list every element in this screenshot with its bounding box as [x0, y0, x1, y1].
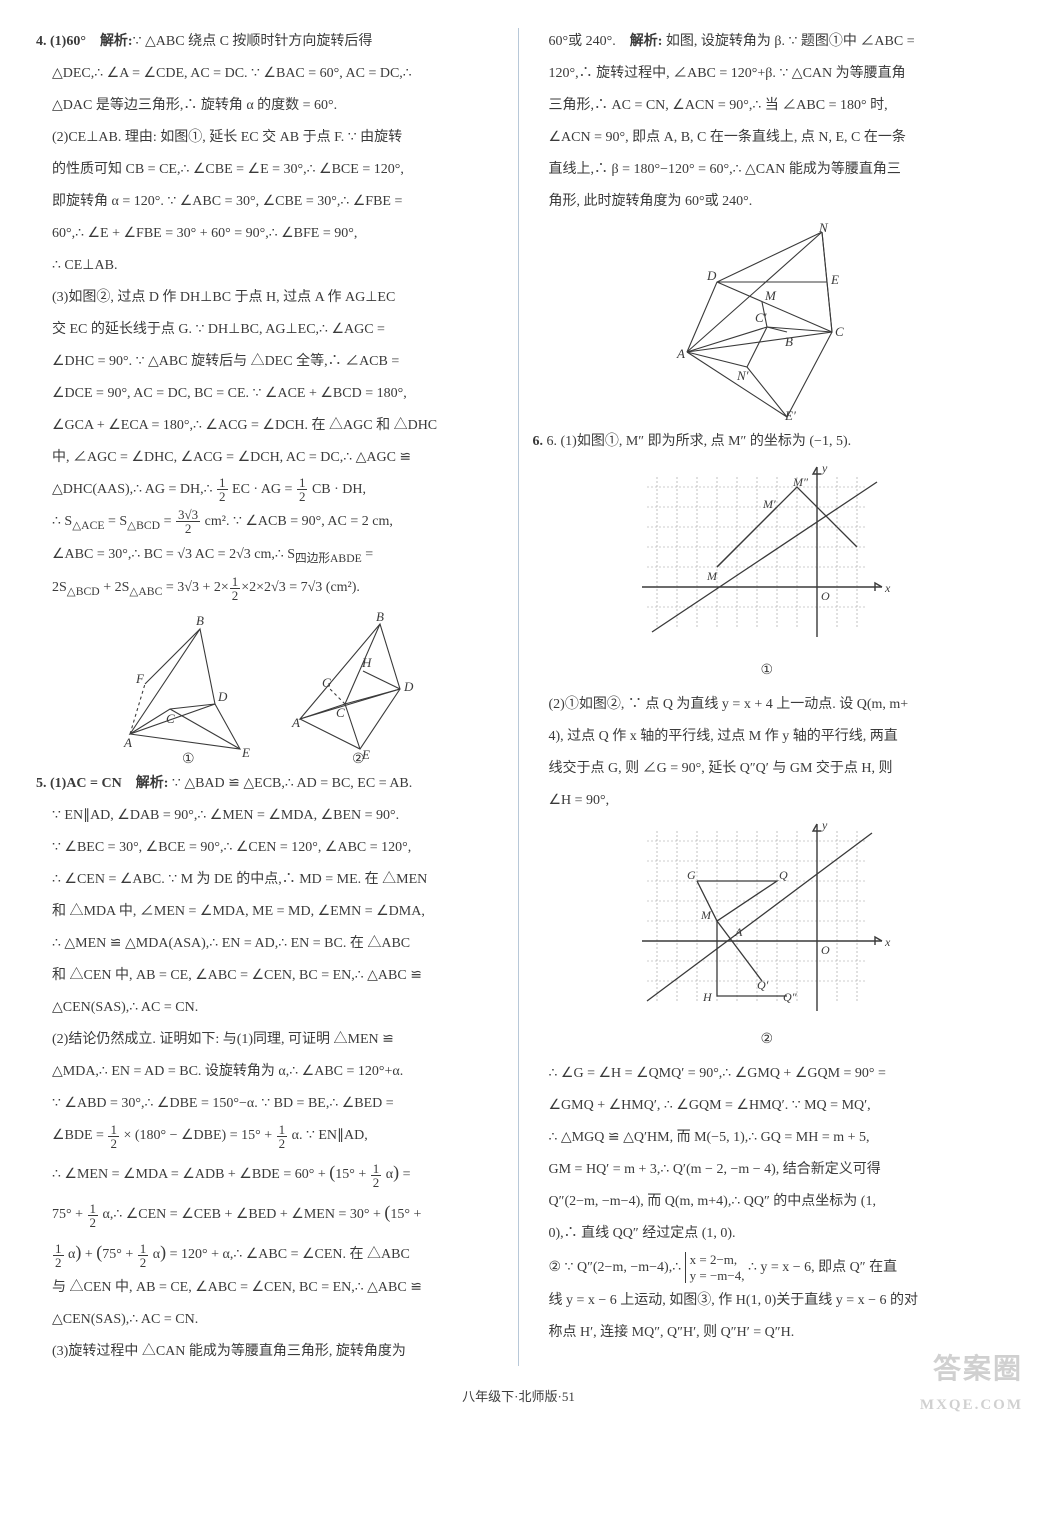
page-footer: 八年级下·北师版·51 [0, 1378, 1037, 1424]
svg-text:H: H [361, 655, 372, 670]
q5-figure: N E D M C′ C B A N′ E′ [533, 222, 1002, 422]
svg-text:C: C [166, 711, 175, 726]
frac-3r3-2: 3√32 [176, 508, 200, 535]
svg-text:y: y [821, 462, 828, 475]
cases-brace: x = 2−m, y = −m−4, [685, 1252, 745, 1283]
svg-text:x: x [884, 581, 891, 595]
q4-p16: ∴ S△ACE = S△BCD = 3√32 cm². ∵ ∠ACB = 90°… [36, 508, 505, 537]
svg-text:A: A [676, 346, 685, 361]
q5-p15: 12 α) + (75° + 12 α) = 120° + α,∴ ∠ABC =… [36, 1234, 505, 1270]
svg-text:Q″: Q″ [783, 990, 798, 1004]
figcap-1: ① [533, 657, 1002, 685]
svg-text:M: M [706, 569, 718, 583]
q4-p1: 4. (1)60° 解析:∵ △ABC 绕点 C 按顺时针方向旋转后得 [36, 28, 505, 56]
svg-text:N: N [818, 222, 829, 235]
q5-p12: ∠BDE = 12 × (180° − ∠DBE) = 15° + 12 α. … [36, 1122, 505, 1150]
svg-text:C: C [336, 705, 345, 720]
q6-p1: 6. 6. (1)如图①, M″ 即为所求, 点 M″ 的坐标为 (−1, 5)… [533, 428, 1002, 456]
q4-p4: (2)CE⊥AB. 理由: 如图①, 延长 EC 交 AB 于点 F. ∵ 由旋… [36, 124, 505, 152]
svg-text:D: D [403, 679, 414, 694]
svg-text:x: x [884, 935, 891, 949]
svg-text:O: O [821, 589, 830, 603]
q4-p15: △DHC(AAS),∴ AG = DH,∴ 12 EC · AG = 12 CB… [36, 476, 505, 504]
figlabel-1: ① [182, 752, 195, 764]
q4-p17: ∠ABC = 30°,∴ BC = √3 AC = 2√3 cm,∴ S四边形A… [36, 541, 505, 570]
svg-text:B: B [196, 613, 204, 628]
svg-text:E: E [830, 272, 839, 287]
svg-text:y: y [821, 821, 828, 832]
svg-text:N′: N′ [736, 368, 749, 383]
svg-text:C: C [835, 324, 844, 339]
figcap-2: ② [533, 1026, 1002, 1054]
svg-text:M: M [764, 288, 777, 303]
svg-text:D: D [217, 689, 228, 704]
q4-num: 4. (1)60° [36, 34, 100, 49]
svg-text:A: A [734, 925, 743, 939]
q4-p5: 的性质可知 CB = CE,∴ ∠CBE = ∠E = 30°,∴ ∠BCE =… [36, 156, 505, 184]
svg-text:B: B [785, 334, 793, 349]
frac-half: 12 [217, 476, 228, 503]
frac-half: 12 [297, 476, 308, 503]
q5-p1: 5. (1)AC = CN 解析: ∵ △BAD ≌ △ECB,∴ AD = B… [36, 770, 505, 798]
svg-text:M′: M′ [762, 497, 776, 511]
svg-text:E: E [241, 745, 250, 760]
svg-text:O: O [821, 943, 830, 957]
svg-text:E′: E′ [784, 408, 796, 422]
q4-p7: 60°,∴ ∠E + ∠FBE = 30° + 60° = 90°,∴ ∠BFE… [36, 220, 505, 248]
svg-text:M″: M″ [792, 475, 809, 489]
q4-p14: 中, ∠AGC = ∠DHC, ∠ACG = ∠DCH, AC = DC,∴ △… [36, 444, 505, 472]
q5-p14: 75° + 12 α,∴ ∠CEN = ∠CEB + ∠BED + ∠MEN =… [36, 1194, 505, 1230]
svg-text:C′: C′ [755, 310, 767, 325]
q6-figure-2: O x y G Q M A Q′ H Q″ ② [533, 821, 1002, 1054]
svg-text:M: M [700, 908, 712, 922]
q4-p10: 交 EC 的延长线于点 G. ∵ DH⊥BC, AG⊥EC,∴ ∠AGC = [36, 316, 505, 344]
q6-figure-1: O x y M M′ M″ ① [533, 462, 1002, 685]
q4-p11: ∠DHC = 90°. ∵ △ABC 旋转后与 △DEC 全等,∴ ∠ACB = [36, 348, 505, 376]
q4-figure: A B D C E F A B D C E G H ① ② [36, 609, 505, 764]
svg-text:G: G [322, 675, 332, 690]
svg-text:A: A [291, 715, 300, 730]
q5-p13: ∴ ∠MEN = ∠MDA = ∠ADB + ∠BDE = 60° + (15°… [36, 1154, 505, 1190]
q4-p13: ∠GCA + ∠ECA = 180°,∴ ∠ACG = ∠DCH. 在 △AGC… [36, 412, 505, 440]
svg-text:G: G [687, 868, 696, 882]
q4-p2: △DEC,∴ ∠A = ∠CDE, AC = DC. ∵ ∠BAC = 60°,… [36, 60, 505, 88]
svg-text:B: B [376, 609, 384, 624]
svg-text:H: H [702, 990, 713, 1004]
q4-p8: ∴ CE⊥AB. [36, 252, 505, 280]
q4-p9: (3)如图②, 过点 D 作 DH⊥BC 于点 H, 过点 A 作 AG⊥EC [36, 284, 505, 312]
q5-p19: 60°或 240°. 解析: 如图, 设旋转角为 β. ∵ 题图①中 ∠ABC … [533, 28, 1002, 56]
q4-p3: △DAC 是等边三角形,∴ 旋转角 α 的度数 = 60°. [36, 92, 505, 120]
q4-p12: ∠DCE = 90°, AC = DC, BC = CE. ∵ ∠ACE + ∠… [36, 380, 505, 408]
figlabel-2: ② [352, 752, 365, 764]
svg-text:Q′: Q′ [757, 978, 769, 992]
svg-text:F: F [135, 671, 145, 686]
frac-half: 12 [230, 575, 241, 602]
label-analysis: 解析: [100, 34, 133, 49]
svg-text:D: D [706, 268, 717, 283]
q6-p12: ② ∵ Q″(2−m, −m−4),∴ x = 2−m, y = −m−4, ∴… [533, 1252, 1002, 1283]
svg-text:A: A [123, 735, 132, 750]
svg-text:Q: Q [779, 868, 788, 882]
q4-p6: 即旋转角 α = 120°. ∵ ∠ABC = 30°, ∠CBE = 30°,… [36, 188, 505, 216]
q4-p18: 2S△BCD + 2S△ABC = 3√3 + 2×12×2×2√3 = 7√3… [36, 574, 505, 603]
